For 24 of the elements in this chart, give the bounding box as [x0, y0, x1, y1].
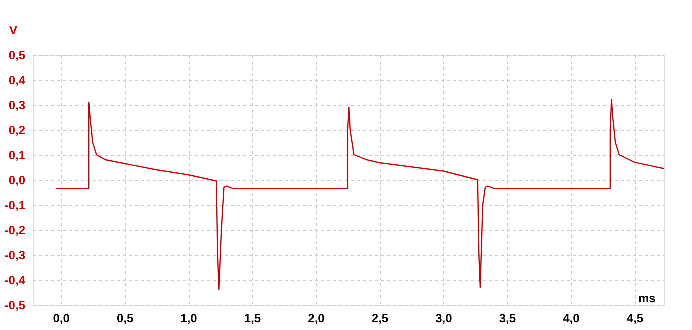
y-tick-label: 0,4 [8, 74, 26, 88]
x-tick-label: 0,5 [116, 312, 134, 326]
y-tick-label: 0,2 [8, 124, 26, 138]
y-tick-label: 0,3 [8, 98, 26, 112]
x-tick-label: 0,0 [53, 312, 70, 326]
y-tick-label: -0,1 [4, 198, 26, 212]
x-tick-label: 3,0 [436, 312, 453, 326]
line-series [55, 99, 664, 291]
x-tick-label: 2,0 [308, 312, 326, 326]
y-tick-label: 0,1 [8, 148, 26, 162]
x-axis-title: ms [638, 292, 656, 306]
y-tick-label: 0,0 [8, 174, 26, 188]
x-tick-label: 1,0 [180, 312, 198, 326]
x-tick-label: 2,5 [372, 312, 389, 326]
y-tick-label: -0,3 [4, 248, 26, 262]
y-tick-label: -0,5 [4, 298, 26, 312]
x-tick-label: 4,5 [626, 312, 644, 326]
x-tick-label: 3,5 [499, 312, 516, 326]
y-tick-label: -0,2 [4, 224, 26, 238]
x-tick-label: 4,0 [563, 312, 580, 326]
x-tick-label: 1,5 [244, 312, 262, 326]
y-axis-title: V [9, 24, 18, 38]
y-tick-label: 0,5 [8, 48, 26, 62]
y-tick-label: -0,4 [4, 274, 26, 288]
